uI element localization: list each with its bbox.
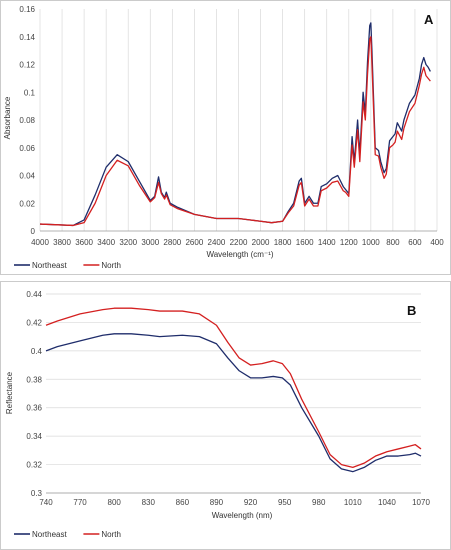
panel-b-x-tick-label: 890 <box>210 498 224 507</box>
panel-b-chart: 740 770 800 830 860 890 920 950 980 1010 1040 1070 0… <box>5 290 430 539</box>
panel-b-x-tick-label: 1010 <box>344 498 362 507</box>
panel-a-legend-label-north: North <box>101 261 121 270</box>
panel-a-x-tick-label: 3200 <box>119 238 137 247</box>
panel-a-y-tick-label: 0.08 <box>19 116 35 125</box>
panel-a-x-axis-title: Wavelength (cm⁻¹) <box>206 250 273 259</box>
panel-a-y-tick-label: 0.1 <box>24 88 36 97</box>
panel-b-y-tick-label: 0.36 <box>26 404 42 413</box>
panel-b-x-tick-label: 1070 <box>412 498 430 507</box>
panel-b-x-tick-label: 800 <box>108 498 122 507</box>
panel-a-x-tick-label: 3800 <box>53 238 71 247</box>
panel-a-x-tick-label: 2000 <box>252 238 270 247</box>
panel-b-y-axis-title: Reflectance <box>5 371 14 414</box>
panel-b-y-tick-label: 0.4 <box>31 347 43 356</box>
panel-b-x-tick-label: 860 <box>176 498 190 507</box>
panel-b-label: B <box>407 303 416 318</box>
panel-a-x-tick-label: 1200 <box>340 238 358 247</box>
panel-a-x-tick-label: 4000 <box>31 238 49 247</box>
panel-a-x-tick-label: 2400 <box>208 238 226 247</box>
panel-a-series-line-north <box>39 36 431 227</box>
panel-b-x-tick-label: 920 <box>244 498 258 507</box>
panel-b-series-line-northeast <box>45 333 422 473</box>
panel-a-frame <box>0 0 451 275</box>
panel-b-x-tick-label: 950 <box>278 498 292 507</box>
panel-a-x-tick-label: 2800 <box>163 238 181 247</box>
panel-b-x-tick-label: 770 <box>73 498 87 507</box>
panel-a-x-tick-label: 3400 <box>97 238 115 247</box>
panel-a-x-tick-label: 1800 <box>274 238 292 247</box>
panel-b-y-tick-label: 0.32 <box>26 461 42 470</box>
panel-b-legend-label-north: North <box>101 530 121 539</box>
panel-a-y-tick-label: 0.06 <box>19 144 35 153</box>
panel-b-y-tick-label: 0.3 <box>31 489 43 498</box>
panel-a-x-tick-label: 2200 <box>230 238 248 247</box>
panel-a-x-tick-label: 1000 <box>362 238 380 247</box>
panel-a-x-tick-label: 1400 <box>318 238 336 247</box>
panel-a-x-tick-label: 800 <box>386 238 400 247</box>
panel-a-y-tick-label: 0 <box>31 227 36 236</box>
panel-b-y-tick-label: 0.38 <box>26 375 42 384</box>
panel-b-x-tick-label: 830 <box>142 498 156 507</box>
panel-b-y-tick-label: 0.44 <box>26 290 42 299</box>
panel-a-x-tick-label: 3000 <box>141 238 159 247</box>
panel-a-x-tick-label: 3600 <box>75 238 93 247</box>
panel-b-x-axis-title: Wavelength (nm) <box>212 511 273 520</box>
panel-b-x-tick-label: 980 <box>312 498 326 507</box>
panel-a-y-tick-label: 0.14 <box>19 33 35 42</box>
panel-a-y-tick-label: 0.04 <box>19 172 35 181</box>
panel-a-y-tick-label: 0.16 <box>19 5 35 14</box>
panel-b-x-tick-label: 740 <box>39 498 53 507</box>
panel-b-y-tick-label: 0.34 <box>26 432 42 441</box>
panel-a-x-tick-label: 1600 <box>296 238 314 247</box>
panel-b-y-tick-label: 0.42 <box>26 318 42 327</box>
panel-a-legend-label-northeast: Northeast <box>32 261 67 270</box>
panel-a-x-tick-label: 600 <box>408 238 422 247</box>
panel-a-chart: 4000 3800 3600 3400 3200 3000 2800 2600 2400 2200… <box>3 5 444 270</box>
panel-b-series-line-north <box>45 307 422 469</box>
panel-a-y-axis-title: Absorbance <box>3 96 12 139</box>
panel-b-x-tick-label: 1040 <box>378 498 396 507</box>
panel-a-y-tick-label: 0.02 <box>19 199 35 208</box>
panel-a-x-tick-label: 400 <box>430 238 444 247</box>
panel-b-legend-label-northeast: Northeast <box>32 530 67 539</box>
panel-a-label: A <box>424 12 434 27</box>
panel-b-frame <box>0 281 451 550</box>
panel-a-x-tick-label: 2600 <box>185 238 203 247</box>
panel-a-y-tick-label: 0.12 <box>19 61 35 70</box>
